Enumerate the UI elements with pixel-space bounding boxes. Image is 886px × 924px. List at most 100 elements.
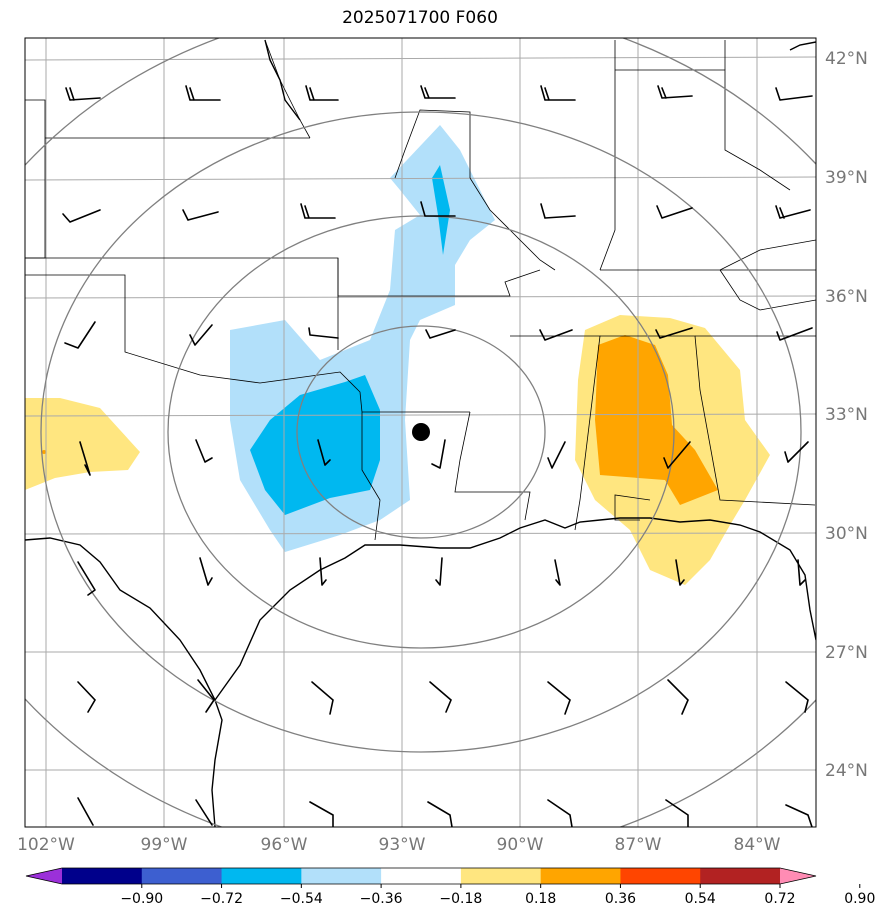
wind-barb-icon	[425, 329, 456, 339]
shading-negative	[230, 125, 495, 552]
wind-barb-icon	[785, 804, 813, 827]
wind-barb-icon	[427, 801, 453, 827]
lat-label: 30°N	[825, 524, 868, 544]
colorbar-segment	[141, 868, 223, 884]
wind-barb-icon	[420, 85, 456, 99]
wind-barb-icon	[663, 441, 691, 469]
wind-barb-icon	[305, 85, 339, 101]
colorbar-tick-label: −0.54	[280, 891, 323, 907]
wind-barb-icon	[64, 321, 96, 349]
colorbar: −0.90 −0.72 −0.54 −0.36 −0.18 0.18 0.36 0.54 0.7…	[25, 867, 875, 907]
lon-label: 96°W	[261, 835, 308, 855]
wind-barb-icon	[300, 203, 336, 219]
colorbar-outline	[25, 867, 817, 885]
wind-barb-icon	[308, 327, 339, 339]
wind-barb-icon	[431, 439, 446, 469]
lat-label: 27°N	[825, 643, 868, 663]
wind-barb-icon	[784, 441, 809, 463]
wind-barb-icon	[435, 557, 443, 586]
wind-barb-icon	[62, 209, 101, 223]
wind-barb-icon	[540, 85, 576, 101]
wind-barb-icon	[429, 681, 452, 713]
wind-barb-icon	[665, 799, 689, 827]
wind-barb-icon	[656, 205, 693, 219]
lat-label: 33°N	[825, 405, 868, 425]
colorbar-extend-low	[26, 868, 62, 884]
colorbar-segment	[620, 868, 701, 884]
orange-dot	[42, 450, 46, 454]
colorbar-segment	[460, 868, 542, 884]
orange-east-region	[595, 335, 718, 505]
lon-label: 99°W	[141, 835, 188, 855]
wind-barb-icon	[675, 559, 685, 586]
wind-barb-icon	[199, 557, 213, 586]
wind-barb-icon	[319, 557, 327, 586]
colorbar-tick-label: −0.72	[200, 891, 243, 907]
wind-barb-icon	[311, 681, 334, 715]
map-title: 2025071700 F060	[342, 8, 498, 28]
longitude-labels: 102°W 99°W 96°W 93°W 90°W 87°W 84°W	[17, 835, 781, 855]
wind-barb-icon	[776, 327, 813, 341]
lat-label: 24°N	[825, 761, 868, 781]
wind-barb-icon	[657, 85, 693, 99]
colorbar-tick-label: −0.36	[360, 891, 403, 907]
wind-barb-icon	[667, 679, 689, 715]
wind-barb-icon	[785, 681, 809, 713]
colorbar-segment	[62, 868, 143, 884]
wind-barb-icon	[182, 209, 219, 221]
wind-barb-icon	[775, 87, 813, 101]
wind-barb-icon	[547, 441, 566, 469]
wind-barb-icon	[79, 441, 91, 476]
wind-barb-icon	[77, 561, 96, 596]
colorbar-tick-label: −0.18	[439, 891, 482, 907]
wind-barb-icon	[77, 681, 96, 713]
plot-frame	[24, 37, 817, 828]
mid-blue-streak	[432, 165, 450, 255]
colorbar-segment	[381, 868, 462, 884]
range-rings	[25, 38, 816, 827]
center-marker	[412, 423, 430, 441]
wind-barb-icon	[655, 327, 693, 339]
colorbar-tick-label: 0.90	[844, 891, 875, 907]
wind-barb-icon	[547, 799, 573, 827]
wind-barb-icon	[197, 679, 215, 713]
coastline	[25, 39, 816, 827]
wind-barb-icon	[77, 797, 94, 826]
colorbar-segment	[221, 868, 302, 884]
lat-label: 39°N	[825, 168, 868, 188]
wind-barbs	[62, 85, 813, 827]
colorbar-tick-label: 0.36	[605, 891, 636, 907]
lon-label: 93°W	[379, 835, 426, 855]
colorbar-extend-high	[780, 868, 816, 884]
colorbar-tick-label: 0.54	[685, 891, 716, 907]
mid-blue-region	[250, 375, 380, 515]
colorbar-segment	[540, 868, 621, 884]
wind-barb-icon	[189, 324, 213, 346]
wind-barb-icon	[554, 559, 561, 586]
colorbar-tick-label: 0.72	[764, 891, 795, 907]
wind-barb-icon	[797, 559, 806, 586]
wind-barb-icon	[65, 87, 101, 101]
lon-label: 84°W	[734, 835, 781, 855]
wind-barb-icon	[317, 439, 331, 466]
wind-barb-icon	[185, 85, 221, 101]
yellow-west-region	[25, 398, 140, 490]
wind-barb-icon	[195, 439, 213, 463]
wind-barb-icon	[547, 681, 571, 715]
lon-label: 87°W	[615, 835, 662, 855]
latitude-labels: 42°N 39°N 36°N 33°N 30°N 27°N 24°N	[825, 49, 868, 781]
colorbar-segment	[301, 868, 382, 884]
colorbar-tick-label: −0.90	[120, 891, 163, 907]
wind-barb-icon	[420, 201, 456, 217]
lon-label: 102°W	[17, 835, 75, 855]
wind-barb-icon	[309, 801, 334, 827]
lat-label: 36°N	[825, 287, 868, 307]
wind-barb-icon	[540, 203, 576, 219]
lon-label: 90°W	[497, 835, 544, 855]
colorbar-segment	[700, 868, 781, 884]
map-plot-area	[25, 38, 816, 827]
wind-barb-icon	[195, 799, 213, 826]
lat-label: 42°N	[825, 49, 868, 69]
colorbar-tick-label: 0.18	[525, 891, 556, 907]
